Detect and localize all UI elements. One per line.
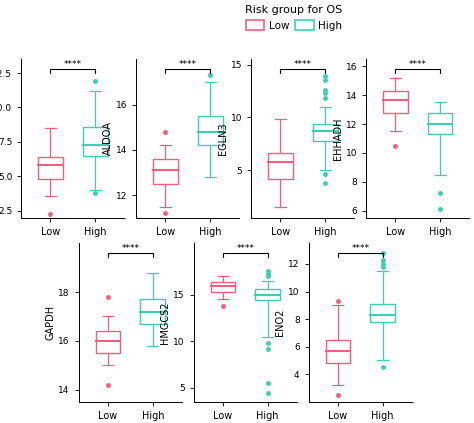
Text: ****: **** — [351, 244, 369, 253]
Text: ****: **** — [64, 60, 82, 69]
Y-axis label: ALDOA: ALDOA — [103, 121, 113, 156]
Bar — [268, 153, 292, 179]
Legend: Low, High: Low, High — [245, 5, 343, 30]
Bar — [370, 304, 395, 322]
Y-axis label: EHHADH: EHHADH — [333, 117, 343, 160]
Bar — [96, 331, 120, 353]
Bar — [313, 124, 337, 140]
Text: ****: **** — [409, 60, 427, 69]
Y-axis label: ENO2: ENO2 — [275, 309, 285, 336]
Text: ****: **** — [179, 60, 197, 69]
Y-axis label: EGLN3: EGLN3 — [218, 122, 228, 155]
Y-axis label: GAPDH: GAPDH — [46, 305, 55, 340]
Bar — [153, 159, 178, 184]
Bar — [140, 299, 165, 324]
Bar — [210, 283, 235, 292]
Bar — [198, 116, 223, 146]
Text: ****: **** — [121, 244, 139, 253]
Bar — [428, 113, 453, 134]
Bar — [83, 127, 108, 156]
Text: ****: **** — [237, 244, 254, 253]
Bar — [383, 91, 408, 113]
Bar — [255, 289, 280, 300]
Text: ****: **** — [294, 60, 312, 69]
Y-axis label: HMGCS2: HMGCS2 — [160, 301, 171, 344]
Bar — [326, 340, 350, 363]
Bar — [38, 157, 63, 179]
